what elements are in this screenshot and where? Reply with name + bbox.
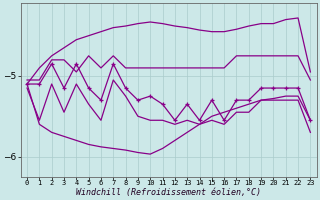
X-axis label: Windchill (Refroidissement éolien,°C): Windchill (Refroidissement éolien,°C) — [76, 188, 261, 197]
